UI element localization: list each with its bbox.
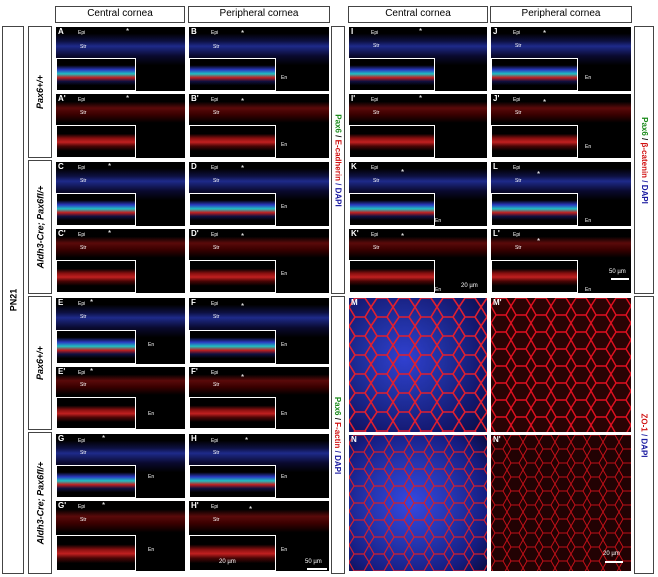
inset [56, 329, 136, 364]
inset [189, 534, 276, 571]
cell-network [491, 298, 631, 432]
panel-I: I Epi Str * [348, 26, 488, 92]
scale-bar-50um [307, 568, 327, 570]
panel-K2: K' Epi Str En * 20 µm [348, 228, 488, 294]
scale-bar-20um-flat [605, 561, 623, 563]
stain-box-zo1 [634, 296, 654, 574]
inset [56, 396, 136, 429]
header-peripheral-right: Peripheral cornea [490, 6, 632, 23]
genotype-box-4 [28, 432, 52, 574]
cell-network [491, 435, 631, 571]
panel-J: J Epi Str En * [490, 26, 632, 92]
inset [56, 192, 136, 226]
panel-E: E Epi Str En * [55, 297, 186, 365]
scale-label-20um-right: 20 µm [461, 283, 478, 289]
panel-K: K Epi Str En * [348, 161, 488, 227]
panel-G: G Epi Str En * [55, 433, 186, 499]
header-central-left: Central cornea [55, 6, 185, 23]
genotype-box-1 [28, 26, 52, 158]
panel-N2: N' 20 µm [490, 434, 632, 572]
panel-F2: F' Epi Str En * [188, 366, 330, 430]
inset [349, 57, 435, 91]
panel-H: H Epi Str En * [188, 433, 330, 499]
panel-B2: B' Epi Str En * [188, 93, 330, 159]
panel-G2: G' Epi Str En * [55, 500, 186, 572]
inset [56, 464, 136, 498]
panel-H2: H' Epi Str En * 20 µm 50 µm [188, 500, 330, 572]
inset [491, 259, 578, 293]
inset [56, 57, 136, 91]
panel-C: C Epi Str * [55, 161, 186, 227]
inset [56, 534, 136, 571]
inset [189, 329, 276, 364]
stain-label-ecad: Pax6 / E-cadherin / DAPI [333, 113, 343, 207]
stain-box-actin [331, 296, 345, 574]
inset [349, 192, 435, 226]
panel-I2: I' Epi Str * [348, 93, 488, 159]
panel-N: N [348, 434, 488, 572]
stain-label-zo1: ZO-1 / DAPI [639, 412, 649, 458]
genotype-box-3 [28, 296, 52, 430]
stain-box-ecad [331, 26, 345, 294]
inset [56, 124, 136, 158]
scale-label-20um-flat: 20 µm [603, 551, 620, 557]
inset [491, 57, 578, 91]
genotype-box-2 [28, 160, 52, 294]
genotype-label-3: Pax6+/+ [35, 345, 45, 381]
genotype-label-1: Pax6+/+ [35, 74, 45, 110]
panel-B: B Epi Str En * [188, 26, 330, 92]
age-label: PN21 [8, 288, 19, 312]
header-central-right: Central cornea [348, 6, 488, 23]
panel-D2: D' Epi Str En * [188, 228, 330, 294]
panel-A2: A' Epi Str * [55, 93, 186, 159]
inset [189, 396, 276, 429]
scale-label-50um-right: 50 µm [609, 269, 626, 275]
stain-box-bcat [634, 26, 654, 294]
panel-A: A Epi Str * [55, 26, 186, 92]
stain-label-bcat: Pax6 / β-catenin / DAPI [639, 116, 649, 204]
scale-label-20um: 20 µm [219, 559, 236, 565]
inset [491, 124, 578, 158]
panel-F: F Epi Str En * [188, 297, 330, 365]
panel-L: L Epi Str En * [490, 161, 632, 227]
panel-L2: L' Epi Str En * 50 µm [490, 228, 632, 294]
inset [189, 192, 276, 226]
left-figure-frame [2, 26, 24, 574]
panel-M: M [348, 297, 488, 433]
inset [56, 259, 136, 293]
inset [189, 464, 276, 498]
cell-network [349, 435, 487, 571]
genotype-label-4: Aldh3-Cre; Pax6fl/+ [35, 461, 45, 545]
inset [189, 57, 276, 91]
inset [189, 124, 276, 158]
scale-bar-50um-right [611, 278, 629, 280]
inset [349, 259, 435, 293]
panel-D: D Epi Str En * [188, 161, 330, 227]
panel-J2: J' Epi Str En * [490, 93, 632, 159]
panel-E2: E' Epi Str En * [55, 366, 186, 430]
inset [349, 124, 435, 158]
scale-label-50um: 50 µm [305, 559, 322, 565]
stain-label-actin: Pax6 / F-actin / DAPI [333, 396, 343, 474]
inset [491, 192, 578, 226]
panel-M2: M' [490, 297, 632, 433]
genotype-label-2: Aldh3-Cre; Pax6fl/+ [35, 185, 45, 269]
inset [189, 259, 276, 293]
cell-network [349, 298, 487, 432]
panel-C2: C' Epi Str * [55, 228, 186, 294]
header-peripheral-left: Peripheral cornea [188, 6, 330, 23]
